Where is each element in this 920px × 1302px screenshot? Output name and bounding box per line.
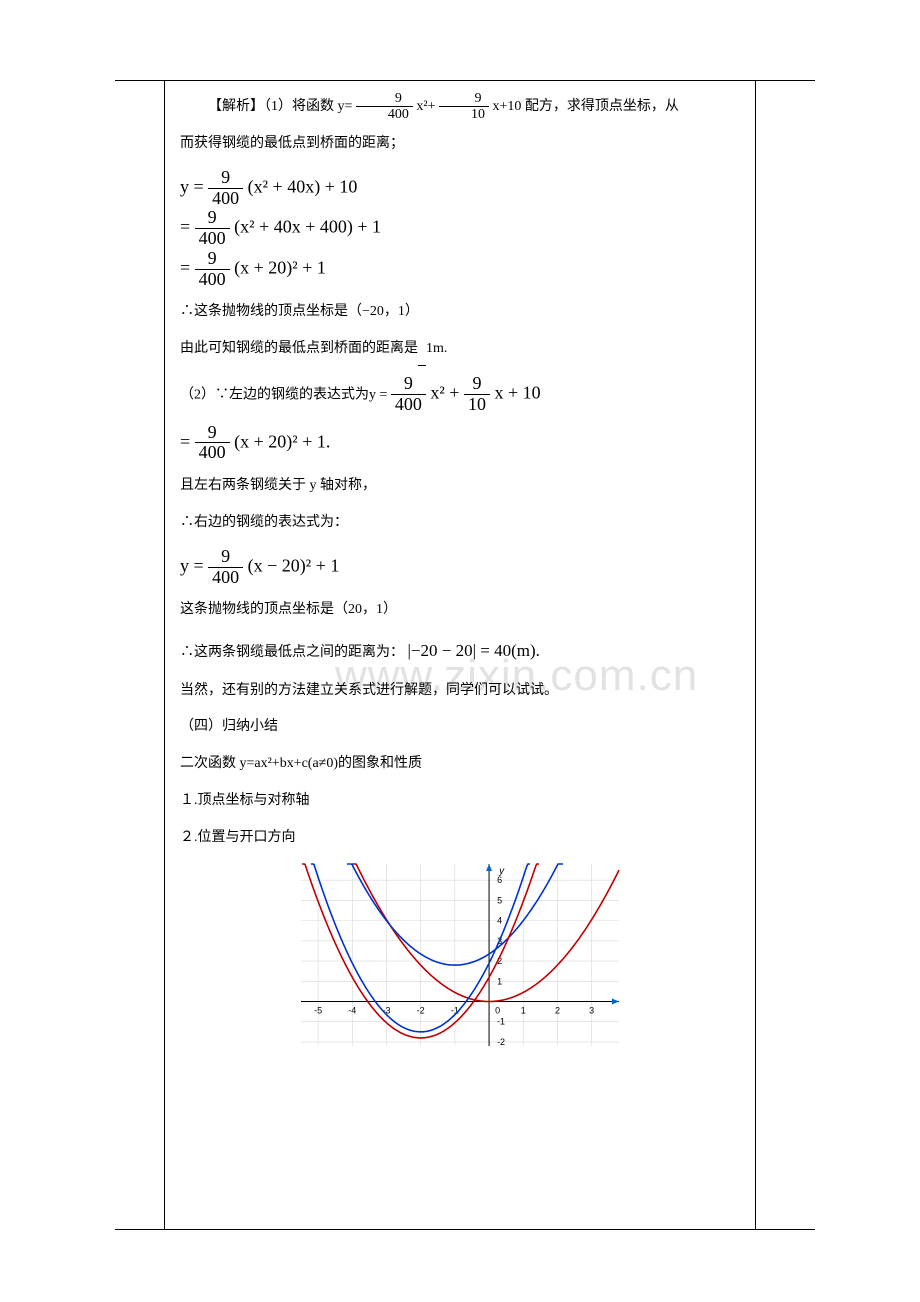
fraction: 9 400 — [356, 91, 413, 123]
fraction: 9 400 — [208, 547, 243, 588]
distance: ∴这两条钢缆最低点之间的距离为： |−20 − 20| = 40(m). — [180, 632, 740, 669]
summary-3: ２.位置与开口方向 — [180, 823, 740, 854]
svg-text:-1: -1 — [497, 1016, 505, 1026]
text: (x² + 40x) + 10 — [248, 176, 358, 196]
svg-text:1: 1 — [497, 976, 502, 986]
right-expr-label: ∴右边的钢缆的表达式为： — [180, 508, 740, 539]
svg-text:3: 3 — [589, 1005, 594, 1015]
svg-text:-2: -2 — [497, 1037, 505, 1047]
text: (x + 20)² + 1 — [234, 257, 326, 277]
text: 【解析】（1）将函数 y= — [208, 99, 356, 114]
text: x+10 配方，求得顶点坐标，从 — [493, 99, 679, 114]
vertex-1: ∴这条抛物线的顶点坐标是（−20，1） — [180, 297, 740, 328]
svg-text:2: 2 — [555, 1005, 560, 1015]
underline — [418, 334, 426, 366]
svg-text:-4: -4 — [348, 1005, 356, 1015]
fraction: 9 400 — [195, 423, 230, 464]
svg-text:-5: -5 — [314, 1005, 322, 1015]
parabola-chart: -5-4-3-2-1123-2-1123456y0 — [295, 860, 625, 1050]
table-left-column — [115, 81, 165, 1229]
text: x²+ — [416, 99, 439, 114]
note: 当然，还有别的方法建立关系式进行解题，同学们可以试试。 — [180, 676, 740, 707]
symmetric-note: 且左右两条钢缆关于 y 轴对称， — [180, 471, 740, 502]
table-right-column — [755, 81, 815, 1229]
part2-line1: （2）∵左边的钢缆的表达式为y = 9 400 x² + 9 10 x + 10 — [180, 374, 740, 415]
svg-text:0: 0 — [495, 1005, 500, 1015]
summary-heading: （四）归纳小结 — [180, 712, 740, 743]
fraction: 9 400 — [391, 374, 426, 415]
summary-1: 二次函数 y=ax²+bx+c(a≠0)的图象和性质 — [180, 749, 740, 780]
summary-2: １.顶点坐标与对称轴 — [180, 786, 740, 817]
equation-block-1: y = 9 400 (x² + 40x) + 10 = 9 400 (x² + … — [180, 168, 740, 290]
right-expr: y = 9 400 (x − 20)² + 1 — [180, 547, 740, 588]
fraction: 9 400 — [195, 208, 230, 249]
fraction: 9 400 — [208, 168, 243, 209]
svg-text:y: y — [498, 866, 505, 877]
svg-text:-2: -2 — [417, 1005, 425, 1015]
text: (x² + 40x + 400) + 1 — [234, 217, 381, 237]
analysis-line2: 而获得钢缆的最低点到桥面的距离； — [180, 129, 740, 160]
conclusion-1: 由此可知钢缆的最低点到桥面的距离是 1m. — [180, 334, 740, 366]
main-content: 【解析】（1）将函数 y= 9 400 x²+ 9 10 x+10 配方，求得顶… — [180, 91, 740, 1062]
fraction: 9 400 — [195, 249, 230, 290]
fraction: 9 10 — [464, 374, 490, 415]
svg-text:4: 4 — [497, 915, 502, 925]
text: y = — [180, 176, 208, 196]
svg-text:1: 1 — [521, 1005, 526, 1015]
svg-text:5: 5 — [497, 895, 502, 905]
vertex-2: 这条抛物线的顶点坐标是（20，1） — [180, 595, 740, 626]
fraction: 9 10 — [439, 91, 489, 123]
part2-line2: = 9 400 (x + 20)² + 1. — [180, 423, 740, 464]
analysis-intro: 【解析】（1）将函数 y= 9 400 x²+ 9 10 x+10 配方，求得顶… — [180, 91, 740, 123]
